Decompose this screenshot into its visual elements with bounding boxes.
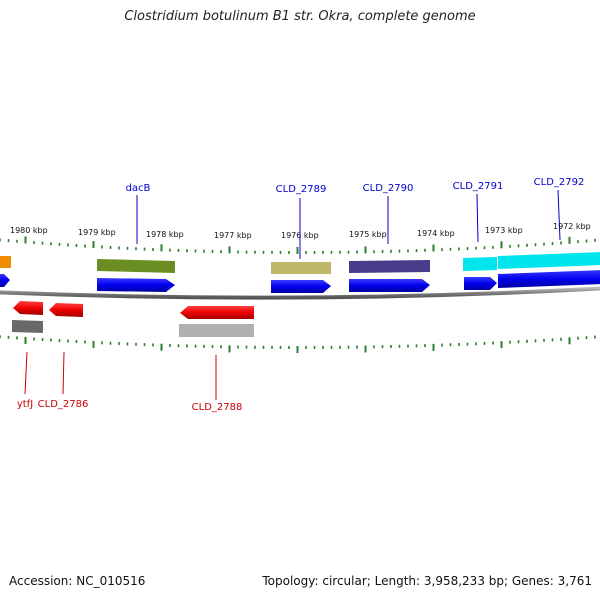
feature-lightgray-bar[interactable]	[179, 324, 254, 337]
tick-label: 1972 kbp	[553, 222, 591, 231]
gene-label-CLD_2790[interactable]: CLD_2790	[363, 183, 414, 194]
forward-labels: dacB CLD_2789 CLD_2790 CLD_2791 CLD_2792	[126, 177, 585, 195]
accession-text: Accession: NC_010516	[9, 574, 146, 588]
outer-tick-ring	[0, 236, 596, 254]
reverse-gene-track	[13, 301, 254, 319]
forward-label-leaders	[136, 189, 561, 259]
forward-gene-arrow-CLD_2791[interactable]	[464, 277, 497, 290]
forward-gene-track	[0, 270, 600, 293]
feature-khaki-bar[interactable]	[271, 262, 331, 274]
reverse-gene-arrow-CLD_2788[interactable]	[180, 306, 254, 319]
feature-slate-bar[interactable]	[349, 260, 430, 273]
tick-label: 1975 kbp	[349, 230, 387, 239]
gene-label-CLD_2792[interactable]: CLD_2792	[534, 177, 585, 188]
tick-label: 1979 kbp	[78, 228, 116, 237]
feature-darkgray-bar[interactable]	[12, 320, 43, 333]
genome-backbone	[0, 286, 600, 300]
feature-cyan-bar[interactable]	[463, 257, 497, 271]
tick-label: 1974 kbp	[417, 229, 455, 238]
reverse-label-leaders	[24, 351, 217, 400]
gene-label-CLD_2791[interactable]: CLD_2791	[453, 181, 504, 192]
feature-olive-bar[interactable]	[97, 259, 175, 273]
gene-label-CLD_2786[interactable]: CLD_2786	[38, 399, 89, 410]
inner-tick-ring	[0, 335, 596, 353]
forward-gene-arrow-CLD_2790[interactable]	[349, 279, 430, 292]
tick-label: 1978 kbp	[146, 230, 184, 239]
forward-gene-arrow-CLD_2792[interactable]	[498, 270, 600, 288]
forward-gene-arrow-CLD_2789[interactable]	[271, 280, 331, 293]
forward-gene-arrow[interactable]	[0, 274, 10, 287]
gene-label-CLD_2789[interactable]: CLD_2789	[276, 184, 327, 195]
forward-feature-track	[0, 252, 600, 274]
tick-label: 1977 kbp	[214, 231, 252, 240]
reverse-gene-arrow-CLD_2786[interactable]	[49, 303, 83, 317]
feature-orange-bar[interactable]	[0, 256, 11, 268]
gene-label-dacB[interactable]: dacB	[126, 183, 151, 194]
reverse-gene-arrow-ytfJ[interactable]	[13, 301, 43, 315]
gene-label-ytfJ[interactable]: ytfJ	[17, 399, 33, 410]
gene-label-CLD_2788[interactable]: CLD_2788	[192, 402, 243, 413]
map-title: Clostridium botulinum B1 str. Okra, comp…	[124, 9, 476, 24]
tick-label: 1980 kbp	[10, 226, 48, 235]
tick-label: 1973 kbp	[485, 226, 523, 235]
feature-cyan-bar[interactable]	[498, 252, 600, 269]
reverse-labels: ytfJ CLD_2786 CLD_2788	[17, 399, 243, 413]
reverse-feature-track	[12, 320, 254, 337]
forward-gene-arrow-dacB[interactable]	[97, 278, 175, 292]
genome-summary: Topology: circular; Length: 3,958,233 bp…	[262, 574, 592, 588]
